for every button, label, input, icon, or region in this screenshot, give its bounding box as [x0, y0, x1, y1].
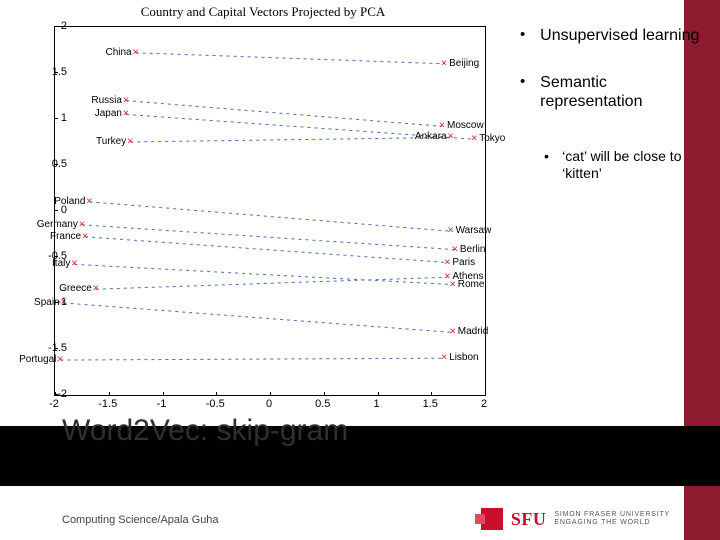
chart-point-label: Germany — [37, 220, 78, 230]
chart-point: × — [57, 355, 63, 366]
sfu-sub-line: SIMON FRASER UNIVERSITY — [554, 511, 670, 519]
chart-point: × — [82, 231, 88, 242]
bullet-dot-icon: • — [520, 73, 536, 90]
xtick-label: -1 — [147, 398, 177, 410]
slide: Country and Capital Vectors Projected by… — [0, 0, 720, 540]
chart-point: × — [123, 109, 129, 120]
chart-point: × — [132, 47, 138, 58]
bullet-text: Unsupervised learning — [540, 26, 700, 45]
chart-point: × — [471, 134, 477, 145]
chart-point-label: Moscow — [447, 121, 484, 131]
bullet-sub-item: • ‘cat’ will be close to ‘kitten’ — [544, 148, 720, 183]
chart-point: × — [93, 284, 99, 295]
chart-line — [130, 137, 450, 142]
chart-point-label: Greece — [59, 284, 92, 294]
chart-line — [60, 358, 444, 360]
chart-point: × — [452, 244, 458, 255]
slide-title: Word2Vec: skip-gram — [62, 414, 348, 448]
xtick-label: -1.5 — [93, 398, 123, 410]
bullet-item: • Unsupervised learning — [520, 26, 720, 45]
footer-left: Computing Science/Apala Guha — [62, 514, 219, 526]
chart-point-label: Tokyo — [479, 134, 505, 144]
chart-point: × — [447, 226, 453, 237]
xtick-label: 1.5 — [415, 398, 445, 410]
chart-point-label: Berlin — [460, 245, 486, 255]
chart-point-label: Warsaw — [456, 226, 492, 236]
chart-point-label: Beijing — [449, 59, 479, 69]
xtick — [431, 392, 432, 396]
xtick — [109, 392, 110, 396]
xtick — [485, 392, 486, 396]
ytick-label: 1 — [39, 112, 67, 124]
bullet-dot-icon: • — [520, 26, 536, 43]
chart-point-label: China — [105, 48, 131, 58]
xtick-label: 0.5 — [308, 398, 338, 410]
chart-point-label: France — [50, 232, 81, 242]
sfu-mark-icon — [481, 508, 503, 530]
chart-point: × — [86, 196, 92, 207]
sfu-logo-text: SFU — [511, 509, 547, 530]
ytick-label: 0 — [39, 204, 67, 216]
chart-point: × — [439, 121, 445, 132]
ytick-label: 1.5 — [39, 66, 67, 78]
chart-point-label: Portugal — [19, 355, 56, 365]
bullet-sub-text: ‘cat’ will be close to ‘kitten’ — [562, 148, 720, 183]
chart-point: × — [123, 95, 129, 106]
bullet-dot-icon: • — [544, 148, 558, 164]
chart-line — [82, 225, 455, 250]
chart-point: × — [127, 137, 133, 148]
chart-point: × — [71, 259, 77, 270]
xtick-label: 0 — [254, 398, 284, 410]
chart-point-label: Turkey — [96, 137, 126, 147]
chart-point-label: Athens — [452, 272, 483, 282]
chart-line — [64, 303, 453, 332]
chart-line — [74, 264, 452, 284]
ytick-label: -1.5 — [39, 342, 67, 354]
ytick-label: -0.5 — [39, 250, 67, 262]
sfu-sub-line: ENGAGING THE WORLD — [554, 519, 670, 527]
ytick-label: 2 — [39, 20, 67, 32]
xtick — [378, 392, 379, 396]
chart-point: × — [447, 132, 453, 143]
chart-plot-box: ×China×Russia×Japan×Turkey×Poland×German… — [54, 26, 486, 396]
chart-point-label: Japan — [95, 109, 122, 119]
xtick — [216, 392, 217, 396]
chart-lines-layer — [55, 27, 485, 395]
chart-point: × — [441, 353, 447, 364]
chart-point: × — [444, 257, 450, 268]
chart-title: Country and Capital Vectors Projected by… — [22, 4, 504, 20]
footer-logo: SFU SIMON FRASER UNIVERSITY ENGAGING THE… — [481, 508, 670, 530]
chart-point: × — [79, 219, 85, 230]
xtick — [324, 392, 325, 396]
chart-point: × — [450, 327, 456, 338]
chart-point-label: Paris — [452, 258, 475, 268]
chart-line — [126, 101, 442, 127]
xtick-label: 1 — [362, 398, 392, 410]
chart-line — [85, 237, 447, 263]
chart-point-label: Ankara — [415, 132, 447, 142]
xtick-label: -2 — [39, 398, 69, 410]
chart-point-label: Madrid — [458, 327, 489, 337]
ytick-label: 0.5 — [39, 158, 67, 170]
xtick — [270, 392, 271, 396]
chart-line — [96, 277, 448, 289]
xtick-label: -0.5 — [200, 398, 230, 410]
chart-point-label: Lisbon — [449, 353, 478, 363]
chart-point-label: Russia — [91, 96, 122, 106]
chart-point: × — [444, 272, 450, 283]
chart-line — [136, 53, 445, 64]
ytick-label: -1 — [39, 296, 67, 308]
bullet-text: Semantic representation — [540, 73, 700, 111]
chart-area: Country and Capital Vectors Projected by… — [22, 4, 504, 424]
chart-line — [89, 202, 450, 231]
bullet-item: • Semantic representation — [520, 73, 720, 111]
chart-point: × — [441, 58, 447, 69]
sfu-subtext: SIMON FRASER UNIVERSITY ENGAGING THE WOR… — [554, 511, 670, 526]
xtick-label: 2 — [469, 398, 499, 410]
bullet-list: • Unsupervised learning • Semantic repre… — [520, 26, 720, 183]
xtick — [163, 392, 164, 396]
